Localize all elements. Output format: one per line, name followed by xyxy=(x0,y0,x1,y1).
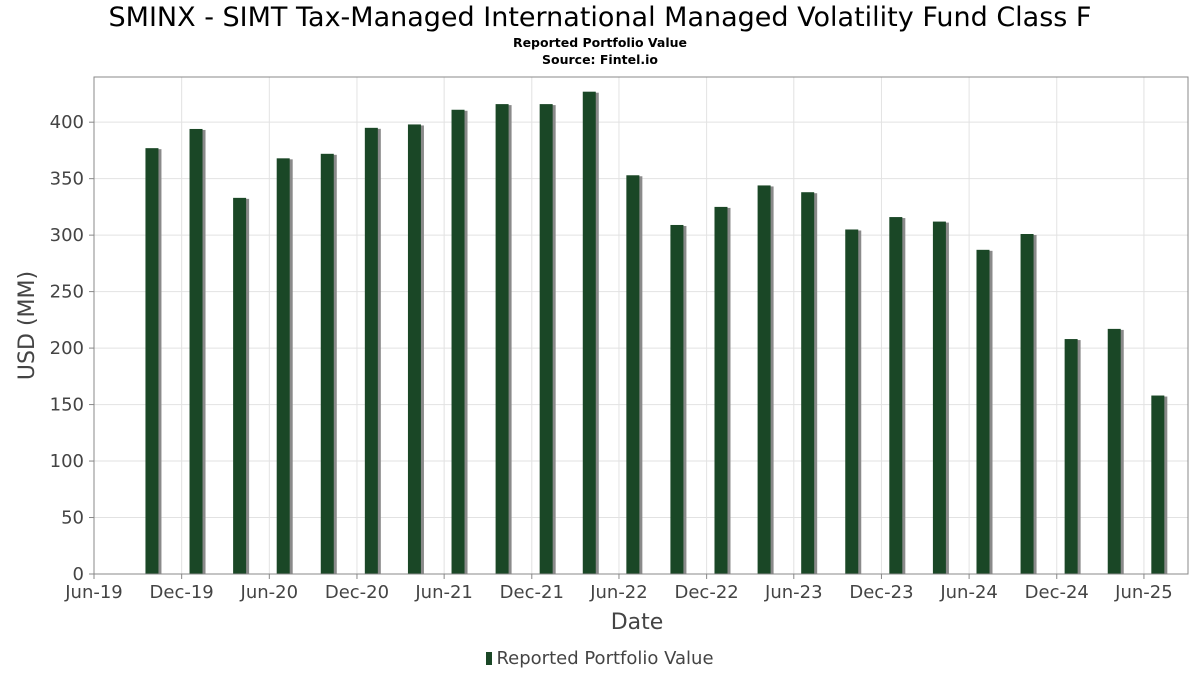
x-axis: Jun-19 Dec-19 Jun-20 Dec-20 Jun-21 Dec-21 Jun-… xyxy=(64,574,1173,603)
bar xyxy=(276,158,290,574)
x-axis-label: Date xyxy=(611,610,664,635)
bars xyxy=(145,91,1168,575)
x-tick-label: Dec-23 xyxy=(849,582,913,603)
bar xyxy=(364,127,378,575)
bar xyxy=(145,148,159,574)
bar xyxy=(582,91,596,575)
y-tick-label: 0 xyxy=(73,564,84,585)
x-tick-label: Jun-20 xyxy=(240,582,299,603)
y-tick-label: 300 xyxy=(50,225,84,246)
x-tick-label: Dec-22 xyxy=(675,582,739,603)
x-tick-label: Jun-23 xyxy=(764,582,823,603)
bar xyxy=(626,175,640,575)
bar xyxy=(801,192,815,575)
x-tick-label: Dec-21 xyxy=(500,582,564,603)
bar xyxy=(451,109,465,574)
plot-frame xyxy=(93,76,1189,575)
x-tick-label: Jun-21 xyxy=(414,582,473,603)
x-tick-label: Dec-24 xyxy=(1025,582,1089,603)
y-tick-label: 50 xyxy=(61,508,84,529)
chart-source: Source: Fintel.io xyxy=(542,52,658,67)
x-tick-label: Jun-22 xyxy=(589,582,648,603)
bar xyxy=(320,153,334,575)
bar xyxy=(1020,234,1034,574)
bar xyxy=(189,128,203,574)
bar xyxy=(539,104,553,574)
bar xyxy=(1107,328,1121,574)
x-tick-label: Jun-25 xyxy=(1114,582,1173,603)
y-tick-label: 100 xyxy=(50,451,84,472)
chart-subtitle: Reported Portfolio Value xyxy=(512,35,688,50)
bar xyxy=(845,229,859,574)
bar xyxy=(932,221,946,574)
x-tick-label: Jun-19 xyxy=(64,582,123,603)
x-tick-label: Dec-20 xyxy=(325,582,389,603)
bar xyxy=(976,249,990,575)
y-tick-label: 250 xyxy=(50,282,84,303)
bar xyxy=(233,197,247,574)
y-tick-label: 150 xyxy=(50,395,84,416)
bar xyxy=(757,185,771,574)
legend-swatch xyxy=(486,652,493,665)
legend-label: Reported Portfolio Value xyxy=(496,648,714,669)
x-tick-label: Dec-19 xyxy=(150,582,214,603)
bar xyxy=(670,224,684,574)
bar xyxy=(407,124,421,574)
chart-title: SMINX - SIMT Tax-Managed International M… xyxy=(108,2,1092,33)
bar xyxy=(1151,395,1165,574)
x-tick-label: Jun-24 xyxy=(939,582,998,603)
y-tick-label: 400 xyxy=(50,112,84,133)
y-axis: 0 50 100 150 200 250 300 350 400 xyxy=(50,112,94,585)
y-tick-label: 200 xyxy=(50,338,84,359)
bar xyxy=(714,206,728,575)
y-tick-label: 350 xyxy=(50,169,84,190)
bar xyxy=(889,217,903,574)
legend: Reported Portfolio Value xyxy=(0,647,1200,671)
bar xyxy=(1064,339,1078,574)
y-axis-label: USD (MM) xyxy=(15,271,40,380)
bar xyxy=(495,104,509,574)
